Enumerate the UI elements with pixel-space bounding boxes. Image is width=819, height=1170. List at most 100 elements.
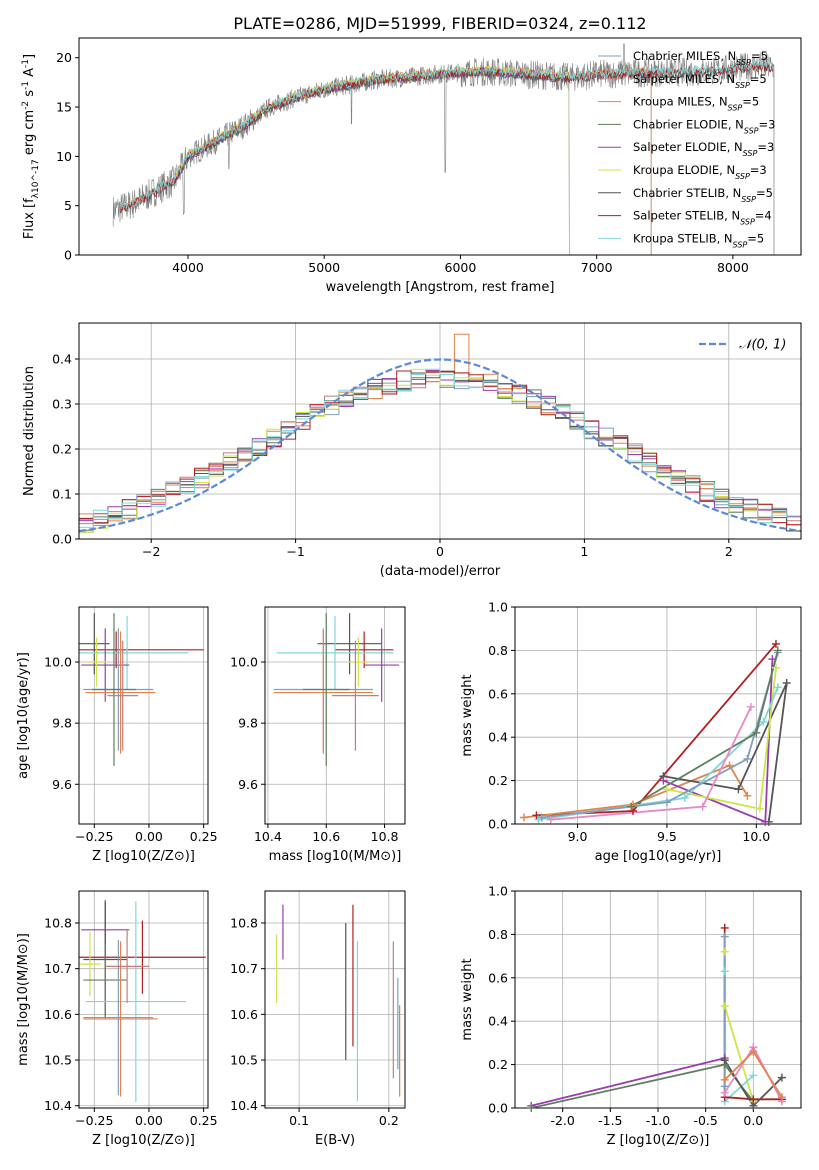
weight-marker	[720, 932, 729, 941]
weight-marker	[720, 1082, 729, 1091]
x-tick-label: 10.4	[254, 829, 282, 844]
y-tick-label: 9.8	[238, 716, 258, 731]
y-tick-label: 10.8	[230, 915, 258, 930]
weight-marker	[755, 804, 764, 813]
weight-marker	[720, 1056, 729, 1065]
y-tick-label: 0.2	[488, 1057, 508, 1072]
x-axis-label: Z [log10(Z/Z⊙)]	[607, 1133, 710, 1148]
x-tick-label: 1	[580, 544, 588, 559]
y-tick-label: 9.8	[52, 716, 72, 731]
plot-area	[79, 333, 801, 533]
x-tick-label: 5000	[308, 260, 340, 275]
weight-marker	[752, 728, 761, 737]
weight-marker	[720, 1002, 729, 1011]
y-tick-label: 20	[56, 50, 72, 65]
y-tick-label: 0.3	[52, 397, 72, 412]
weight-marker	[680, 793, 689, 802]
y-tick-label: 0.2	[52, 442, 72, 457]
panel-mass-vs-EBV: 0.1 0.2 10.4 10.5 10.6 10.7 10.8 E(B-V)	[230, 890, 406, 1148]
weight-marker	[749, 1047, 758, 1056]
plot-area	[273, 613, 400, 766]
x-axis-label: wavelength [Angstrom, rest frame]	[326, 280, 555, 295]
y-axis-label: mass weight	[460, 958, 475, 1040]
y-tick-label: 0.4	[488, 730, 508, 745]
plot-area	[112, 43, 775, 255]
legend: Chabrier MILES, NSSP=5 Salpeter MILES, NS…	[598, 49, 775, 249]
x-tick-label: 0.00	[135, 829, 163, 844]
y-tick-label: 0.4	[52, 352, 72, 367]
y-tick-label: 10	[56, 149, 72, 164]
y-tick-label: 0.6	[488, 686, 508, 701]
x-tick-label: 0	[436, 544, 444, 559]
y-axis-label: Normed distribution	[22, 366, 37, 496]
y-tick-label: 0.8	[488, 927, 508, 942]
x-tick-label: 0.0	[743, 1113, 763, 1128]
y-tick-label: 10.5	[44, 1053, 72, 1068]
y-tick-label: 10.6	[230, 1007, 258, 1022]
x-axis-label: mass [log10(M/M⊙)]	[269, 849, 402, 864]
observed-spectrum-line	[112, 43, 774, 227]
panel-weight-vs-Z: -2.0 -1.5 -1.0 -0.5 0.0 0.0 0.2 0.4 0.6 0.8 1.0 Z […	[460, 884, 802, 1148]
panel-spectrum: 4000 5000 6000 7000 8000 0 5 10 15 20 wavelength […	[21, 37, 802, 295]
x-tick-label: −0.25	[75, 829, 113, 844]
weight-marker	[743, 754, 752, 763]
y-tick-label: 15	[56, 100, 72, 115]
y-tick-label: 1.0	[488, 600, 508, 615]
residual-histogram-kroupa-elodie	[79, 368, 801, 533]
weight-marker	[771, 663, 780, 672]
y-tick-label: 0.0	[52, 532, 72, 547]
y-tick-label: 10.8	[44, 915, 72, 930]
gaussian-curve	[79, 358, 801, 533]
plot-area	[79, 613, 204, 766]
weight-marker	[659, 776, 668, 785]
x-tick-label: 0.00	[135, 1113, 163, 1128]
model-line-chabrier-elodie	[174, 67, 570, 255]
y-axis-label: Flux [fλ10^-17 erg cm-2 s-1 A-1]	[21, 54, 41, 239]
plot-area	[276, 904, 401, 1102]
model-line-chabrier-miles	[119, 68, 652, 255]
x-tick-label: 6000	[445, 260, 477, 275]
residual-histogram-kroupa-stelib	[79, 368, 801, 528]
weight-line-chabrier-elodie	[531, 1063, 755, 1108]
weight-marker	[627, 802, 636, 811]
x-tick-label: 0.1	[289, 1113, 309, 1128]
weight-line-kroupa-stelib	[538, 686, 779, 821]
figure-title: PLATE=0286, MJD=51999, FIBERID=0324, z=0…	[233, 14, 646, 33]
y-axis-label: mass weight	[460, 674, 475, 756]
y-tick-label: 9.6	[52, 777, 72, 792]
weight-marker	[777, 1093, 786, 1102]
x-axis-label: (data-model)/error	[380, 564, 501, 579]
x-tick-label: 10.6	[312, 829, 340, 844]
x-tick-label: -2.0	[550, 1113, 574, 1128]
panel-mass-vs-Z: −0.25 0.00 0.25 10.4 10.5 10.6 10.7 10.8 Z [log1…	[16, 890, 218, 1148]
weight-marker	[662, 785, 671, 794]
weight-marker	[720, 967, 729, 976]
x-tick-label: 10.8	[371, 829, 399, 844]
x-axis-label: E(B-V)	[315, 1133, 355, 1148]
x-tick-label: 0.25	[190, 829, 218, 844]
weight-marker	[698, 802, 707, 811]
plot-area	[79, 900, 206, 1103]
y-tick-label: 10.7	[44, 961, 72, 976]
legend-entry: Kroupa ELODIE, NSSP=3	[633, 163, 767, 181]
panel-residuals: −2 −1 0 1 2 0.0 0.1 0.2 0.3 0.4 (data-model)/error…	[22, 322, 802, 579]
x-tick-label: 7000	[581, 260, 613, 275]
axes-frame	[264, 890, 406, 1109]
y-tick-label: 0.6	[488, 970, 508, 985]
weight-marker	[720, 923, 729, 932]
x-tick-label: 10.0	[742, 829, 770, 844]
weight-marker	[782, 678, 791, 687]
weight-marker	[759, 718, 768, 727]
model-line-salpeter-elodie	[174, 66, 570, 255]
weight-marker	[749, 1071, 758, 1080]
legend-entry: Kroupa STELIB, NSSP=5	[633, 231, 764, 249]
model-line-kroupa-stelib	[119, 59, 775, 255]
weight-line-salpeter-elodie	[530, 1057, 725, 1107]
weight-marker	[734, 785, 743, 794]
plot-area	[530, 927, 783, 1108]
axes-frame	[78, 890, 209, 1109]
weight-line-kroupa-elodie	[666, 667, 777, 810]
panel-age-vs-mass: 10.4 10.6 10.8 9.6 9.8 10.0 mass [log10(M/M⊙)]	[230, 606, 406, 864]
weight-marker	[749, 1101, 758, 1110]
